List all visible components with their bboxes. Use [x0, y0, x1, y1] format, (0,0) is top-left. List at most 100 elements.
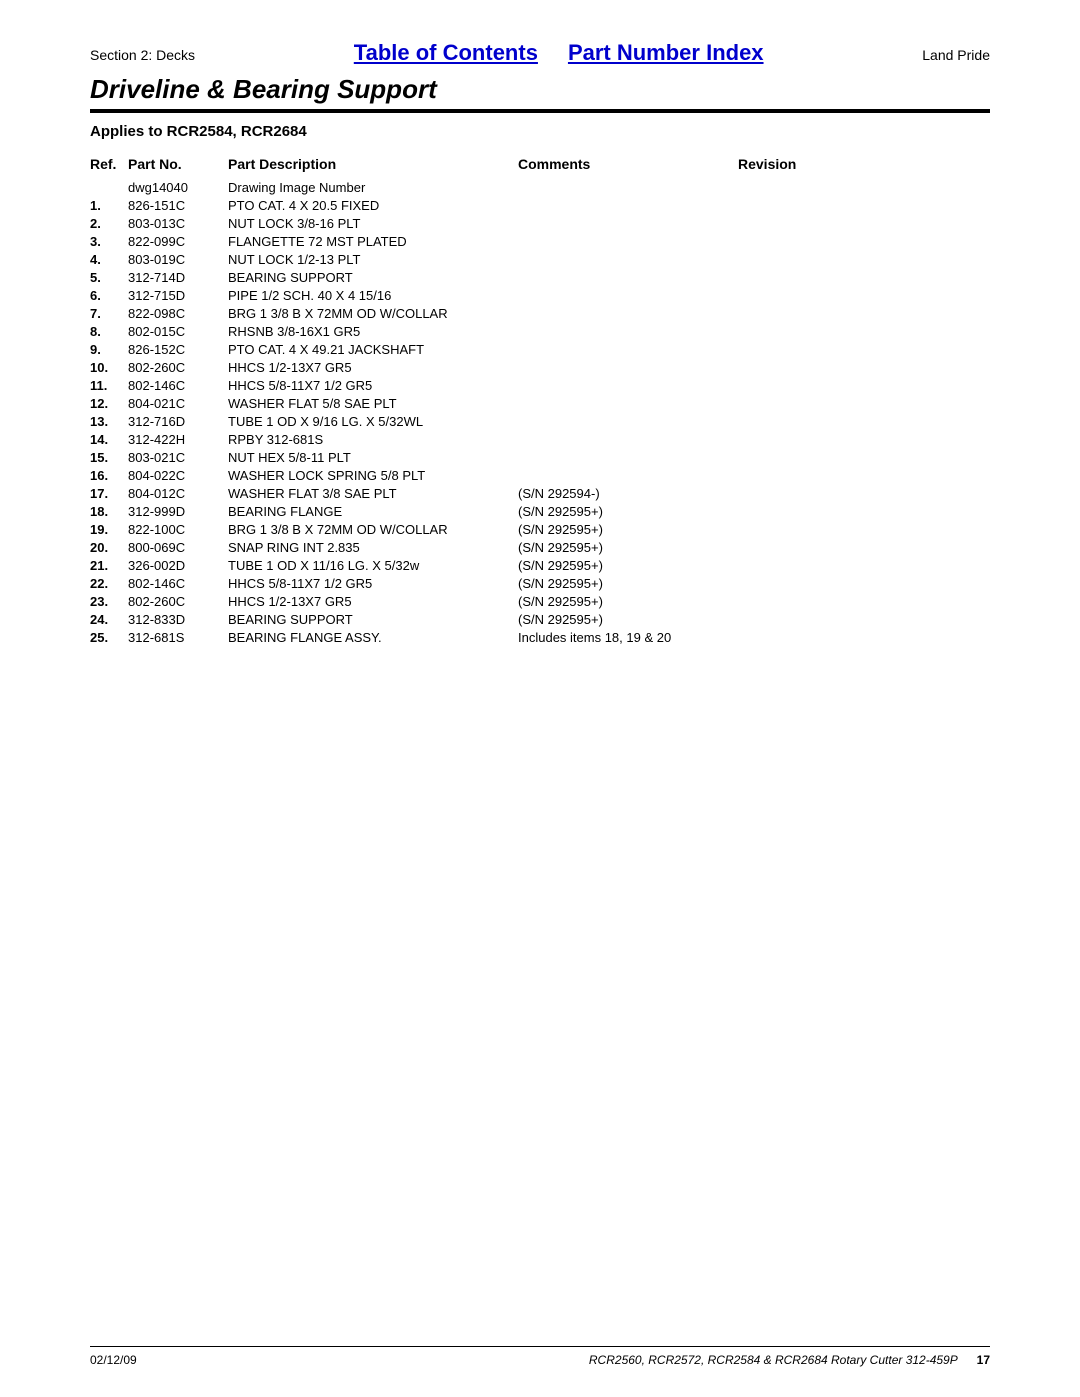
cell-partno: 803-019C	[128, 250, 228, 268]
brand-label: Land Pride	[922, 47, 990, 63]
cell-partno: 803-021C	[128, 448, 228, 466]
cell-comments	[518, 394, 738, 412]
cell-ref: 6.	[90, 286, 128, 304]
table-row: 17.804-012CWASHER FLAT 3/8 SAE PLT(S/N 2…	[90, 484, 990, 502]
header-links: Table of Contents Part Number Index	[354, 40, 764, 66]
cell-partno: 312-833D	[128, 610, 228, 628]
cell-revision	[738, 322, 990, 340]
header-partno: Part No.	[128, 156, 228, 178]
footer-page-number: 17	[977, 1353, 990, 1367]
cell-revision	[738, 556, 990, 574]
cell-ref: 2.	[90, 214, 128, 232]
cell-revision	[738, 214, 990, 232]
cell-ref: 5.	[90, 268, 128, 286]
cell-revision	[738, 520, 990, 538]
cell-partno: 804-022C	[128, 466, 228, 484]
cell-ref: 8.	[90, 322, 128, 340]
cell-revision	[738, 232, 990, 250]
cell-comments	[518, 412, 738, 430]
cell-comments	[518, 430, 738, 448]
header-revision: Revision	[738, 156, 990, 178]
header-description: Part Description	[228, 156, 518, 178]
table-row: 12.804-021CWASHER FLAT 5/8 SAE PLT	[90, 394, 990, 412]
cell-description: HHCS 1/2-13X7 GR5	[228, 592, 518, 610]
cell-revision	[738, 538, 990, 556]
table-row: 21.326-002DTUBE 1 OD X 11/16 LG. X 5/32w…	[90, 556, 990, 574]
cell-ref: 14.	[90, 430, 128, 448]
cell-partno: 802-260C	[128, 592, 228, 610]
cell-comments	[518, 322, 738, 340]
cell-partno: 800-069C	[128, 538, 228, 556]
cell-description: WASHER FLAT 5/8 SAE PLT	[228, 394, 518, 412]
cell-comments: (S/N 292595+)	[518, 502, 738, 520]
table-row: 16.804-022CWASHER LOCK SPRING 5/8 PLT	[90, 466, 990, 484]
table-row: 3.822-099CFLANGETTE 72 MST PLATED	[90, 232, 990, 250]
cell-description: BRG 1 3/8 B X 72MM OD W/COLLAR	[228, 304, 518, 322]
cell-comments: (S/N 292594-)	[518, 484, 738, 502]
cell-comments	[518, 214, 738, 232]
cell-ref: 16.	[90, 466, 128, 484]
cell-comments: (S/N 292595+)	[518, 538, 738, 556]
cell-partno: 804-012C	[128, 484, 228, 502]
table-row: 23.802-260CHHCS 1/2-13X7 GR5(S/N 292595+…	[90, 592, 990, 610]
cell-ref: 19.	[90, 520, 128, 538]
cell-partno: 312-714D	[128, 268, 228, 286]
cell-ref: 3.	[90, 232, 128, 250]
table-row: 1.826-151CPTO CAT. 4 X 20.5 FIXED	[90, 196, 990, 214]
table-row: 10.802-260CHHCS 1/2-13X7 GR5	[90, 358, 990, 376]
cell-description: HHCS 1/2-13X7 GR5	[228, 358, 518, 376]
cell-ref: 18.	[90, 502, 128, 520]
parts-tbody: dwg14040Drawing Image Number1.826-151CPT…	[90, 178, 990, 646]
table-row: 18.312-999DBEARING FLANGE(S/N 292595+)	[90, 502, 990, 520]
table-row: 15.803-021CNUT HEX 5/8-11 PLT	[90, 448, 990, 466]
cell-revision	[738, 304, 990, 322]
cell-ref: 7.	[90, 304, 128, 322]
cell-revision	[738, 466, 990, 484]
cell-revision	[738, 430, 990, 448]
cell-partno: 826-152C	[128, 340, 228, 358]
cell-revision	[738, 268, 990, 286]
cell-comments: Includes items 18, 19 & 20	[518, 628, 738, 646]
cell-partno: 822-100C	[128, 520, 228, 538]
cell-comments	[518, 196, 738, 214]
table-row: dwg14040Drawing Image Number	[90, 178, 990, 196]
cell-partno: 312-681S	[128, 628, 228, 646]
cell-revision	[738, 286, 990, 304]
cell-revision	[738, 340, 990, 358]
cell-description: TUBE 1 OD X 11/16 LG. X 5/32w	[228, 556, 518, 574]
cell-description: RHSNB 3/8-16X1 GR5	[228, 322, 518, 340]
cell-comments: (S/N 292595+)	[518, 556, 738, 574]
table-row: 24.312-833DBEARING SUPPORT(S/N 292595+)	[90, 610, 990, 628]
cell-revision	[738, 376, 990, 394]
cell-ref: 24.	[90, 610, 128, 628]
cell-description: HHCS 5/8-11X7 1/2 GR5	[228, 376, 518, 394]
cell-description: NUT LOCK 3/8-16 PLT	[228, 214, 518, 232]
cell-ref: 17.	[90, 484, 128, 502]
cell-description: BEARING FLANGE ASSY.	[228, 628, 518, 646]
cell-revision	[738, 358, 990, 376]
toc-link[interactable]: Table of Contents	[354, 40, 538, 66]
cell-partno: 802-146C	[128, 376, 228, 394]
cell-revision	[738, 178, 990, 196]
cell-description: WASHER LOCK SPRING 5/8 PLT	[228, 466, 518, 484]
cell-comments	[518, 448, 738, 466]
cell-comments: (S/N 292595+)	[518, 520, 738, 538]
table-row: 19.822-100CBRG 1 3/8 B X 72MM OD W/COLLA…	[90, 520, 990, 538]
cell-ref: 22.	[90, 574, 128, 592]
table-header-row: Ref. Part No. Part Description Comments …	[90, 156, 990, 178]
table-row: 9.826-152CPTO CAT. 4 X 49.21 JACKSHAFT	[90, 340, 990, 358]
cell-comments	[518, 250, 738, 268]
part-number-index-link[interactable]: Part Number Index	[568, 40, 764, 66]
cell-comments	[518, 340, 738, 358]
table-row: 13.312-716DTUBE 1 OD X 9/16 LG. X 5/32WL	[90, 412, 990, 430]
cell-comments: (S/N 292595+)	[518, 592, 738, 610]
cell-comments: (S/N 292595+)	[518, 574, 738, 592]
cell-ref: 12.	[90, 394, 128, 412]
footer: 02/12/09 RCR2560, RCR2572, RCR2584 & RCR…	[90, 1346, 990, 1367]
parts-table: Ref. Part No. Part Description Comments …	[90, 156, 990, 646]
cell-ref: 25.	[90, 628, 128, 646]
cell-comments	[518, 232, 738, 250]
table-row: 7.822-098CBRG 1 3/8 B X 72MM OD W/COLLAR	[90, 304, 990, 322]
cell-description: BEARING SUPPORT	[228, 610, 518, 628]
cell-description: PIPE 1/2 SCH. 40 X 4 15/16	[228, 286, 518, 304]
